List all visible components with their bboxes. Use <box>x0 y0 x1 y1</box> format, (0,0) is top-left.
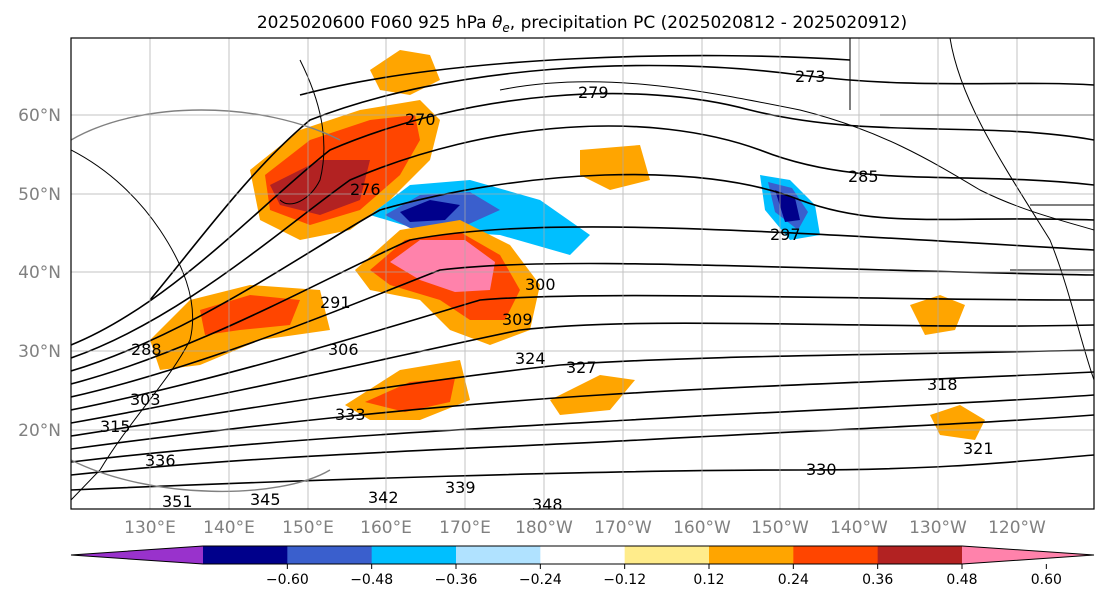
longitude-labels: 130°E 140°E 150°E 160°E 170°E 180°W 170°… <box>124 518 1046 538</box>
contour-label-291: 291 <box>320 293 351 312</box>
contour-label-348: 348 <box>532 495 563 514</box>
contour-label-321: 321 <box>963 439 994 458</box>
shade-pacific-core <box>390 240 495 292</box>
contour-label-300: 300 <box>525 275 556 294</box>
shade-north-positive <box>370 50 440 95</box>
lat-label-20n: 20°N <box>18 421 61 441</box>
contour-label-303: 303 <box>130 390 161 409</box>
colorbar-ticks: −0.60 −0.48 −0.36 −0.24 −0.12 0.12 0.24 0.36 0.4… <box>266 564 1062 588</box>
lon-label-140w: 140°W <box>830 518 888 538</box>
map-plot: 273 279 285 297 300 309 318 321 324 327 … <box>71 38 1094 514</box>
colorbar-blocks <box>70 545 1095 565</box>
coastline-kamchatka <box>279 59 325 205</box>
colorbar-tick-label: −0.36 <box>435 572 478 588</box>
lon-label-150w: 150°W <box>751 518 809 538</box>
contour-label-333: 333 <box>335 405 366 424</box>
lon-label-130w: 130°W <box>909 518 967 538</box>
shade-southeast-positive <box>930 405 985 440</box>
colorbar-block <box>709 546 794 564</box>
lon-label-120w: 120°W <box>988 518 1046 538</box>
contour-label-285: 285 <box>848 167 879 186</box>
coastline-asia <box>71 149 194 501</box>
contour-label-336: 336 <box>145 451 176 470</box>
latitude-labels: 60°N 50°N 40°N 30°N 20°N <box>18 106 61 441</box>
contour-label-351: 351 <box>162 492 193 511</box>
shade-central-positive <box>580 145 650 190</box>
contour-label-327: 327 <box>566 358 597 377</box>
coastline-north-america <box>849 38 1094 381</box>
graticule <box>71 38 1094 509</box>
colorbar: −0.60 −0.48 −0.36 −0.24 −0.12 0.12 0.24 0.36 0.4… <box>70 545 1095 588</box>
lon-label-170e: 170°E <box>439 518 491 538</box>
lat-label-40n: 40°N <box>18 263 61 283</box>
contour-label-318: 318 <box>927 375 958 394</box>
lon-label-170w: 170°W <box>594 518 652 538</box>
coastline-alaska <box>499 81 1094 231</box>
shade-northpacific-neg-core <box>400 200 460 222</box>
shade-kamchatka-core <box>270 160 370 215</box>
colorbar-tick-label: 0.36 <box>862 572 893 588</box>
map-title: 2025020600 F060 925 hPa θe, precipitatio… <box>257 13 907 35</box>
theta-e-contours <box>71 54 1094 491</box>
colorbar-tick-label: −0.48 <box>350 572 393 588</box>
contour-label-276: 276 <box>350 180 381 199</box>
colorbar-block <box>540 546 626 564</box>
contour-label-324: 324 <box>515 349 546 368</box>
lat-label-50n: 50°N <box>18 185 61 205</box>
colorbar-block <box>287 546 373 564</box>
contour-label-288: 288 <box>131 340 162 359</box>
colorbar-tick-label: 0.48 <box>946 572 977 588</box>
lat-label-60n: 60°N <box>18 106 61 126</box>
colorbar-tick-label: −0.12 <box>603 572 646 588</box>
colorbar-block <box>456 546 541 564</box>
contour-label-315: 315 <box>100 417 131 436</box>
contour-label-339: 339 <box>445 478 476 497</box>
lon-label-150e: 150°E <box>282 518 334 538</box>
colorbar-outline <box>70 545 1095 565</box>
colorbar-block <box>793 546 879 564</box>
colorbar-extend-min <box>71 546 203 564</box>
lat-label-30n: 30°N <box>18 342 61 362</box>
colorbar-tick-label: 0.12 <box>693 572 724 588</box>
contour-label-309: 309 <box>502 310 533 329</box>
map-frame <box>70 37 1095 510</box>
colorbar-block <box>371 546 457 564</box>
colorbar-tick-label: −0.60 <box>266 572 309 588</box>
lon-label-180w: 180°W <box>515 518 573 538</box>
colorbar-tick-label: 0.24 <box>778 572 809 588</box>
contour-label-345: 345 <box>250 490 281 509</box>
lon-label-160w: 160°W <box>673 518 731 538</box>
colorbar-tick-label: 0.60 <box>1031 572 1062 588</box>
lon-label-130e: 130°E <box>124 518 176 538</box>
colorbar-extend-max <box>962 546 1094 564</box>
contour-label-297: 297 <box>770 225 801 244</box>
contour-label-342: 342 <box>368 488 399 507</box>
shade-subtropic-strong <box>365 378 455 412</box>
precip-shading <box>150 50 985 440</box>
contour-labels: 273 279 285 297 300 309 318 321 324 327 … <box>100 67 994 514</box>
colorbar-block <box>203 546 288 564</box>
colorbar-tick-label: −0.24 <box>519 572 562 588</box>
contour-label-330: 330 <box>806 460 837 479</box>
lon-label-160e: 160°E <box>360 518 412 538</box>
colorbar-block <box>877 546 963 564</box>
contour-label-279: 279 <box>578 83 609 102</box>
contour-label-270: 270 <box>405 110 436 129</box>
lon-label-140e: 140°E <box>203 518 255 538</box>
colorbar-block <box>624 546 710 564</box>
contour-label-306: 306 <box>328 340 359 359</box>
great-circle-arc <box>71 109 341 493</box>
contour-label-273: 273 <box>795 67 826 86</box>
